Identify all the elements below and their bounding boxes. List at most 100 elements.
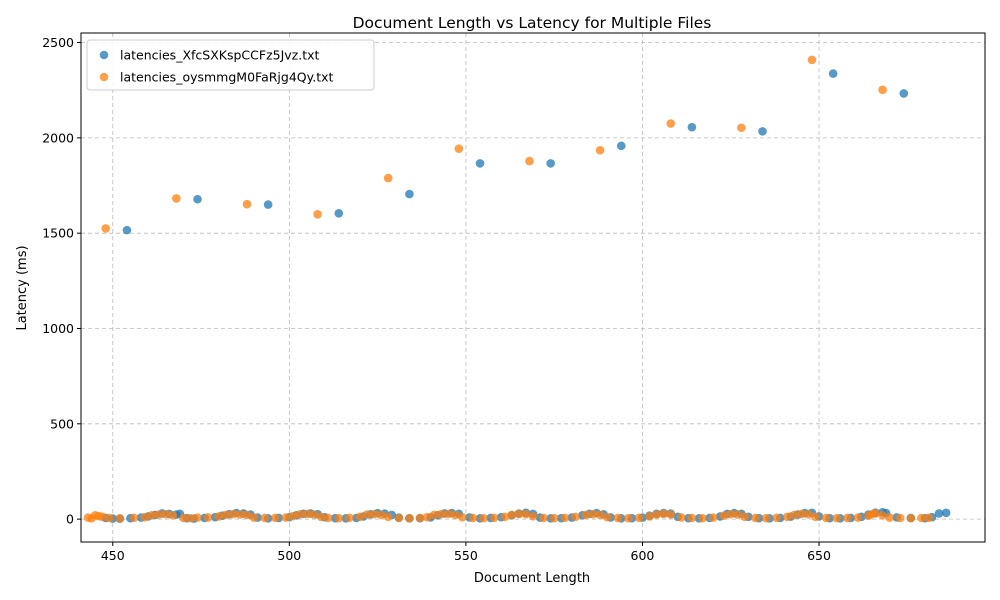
- x-tick-label: 450: [101, 548, 125, 563]
- data-point: [595, 510, 605, 520]
- data-point: [514, 509, 524, 519]
- legend: latencies_XfcSXKspCCFz5Jvz.txt latencies_…: [86, 39, 375, 91]
- data-point: [708, 513, 718, 522]
- data-point: [97, 512, 107, 522]
- y-tick-label: 2500: [42, 35, 74, 50]
- data-point: [362, 510, 372, 519]
- data-point: [323, 513, 333, 523]
- data-point: [295, 510, 305, 519]
- plot-frame: [80, 32, 986, 543]
- data-point: [369, 509, 379, 519]
- data-point: [316, 512, 326, 522]
- data-point: [172, 194, 181, 203]
- data-point: [281, 513, 291, 522]
- data-point: [147, 511, 156, 520]
- data-point: [528, 511, 538, 521]
- data-point: [221, 510, 231, 520]
- data-point: [616, 141, 626, 151]
- x-tick-label: 500: [277, 548, 301, 563]
- data-point: [677, 513, 686, 522]
- y-tick-label: 1000: [42, 321, 74, 336]
- data-point: [666, 119, 676, 128]
- y-tick-label: 1500: [42, 226, 74, 241]
- grid-layer: [81, 33, 985, 542]
- data-point: [436, 509, 446, 519]
- x-tick-label: 600: [631, 548, 655, 563]
- data-point: [500, 512, 510, 522]
- data-point: [906, 513, 916, 523]
- data-point: [698, 513, 707, 523]
- data-point: [733, 510, 743, 519]
- data-point: [549, 513, 559, 523]
- data-point: [772, 513, 781, 523]
- data-point: [666, 510, 676, 519]
- data-point: [242, 199, 252, 209]
- data-point: [652, 510, 661, 519]
- data-point: [479, 513, 488, 523]
- data-point: [885, 513, 894, 522]
- data-point: [645, 512, 654, 521]
- data-point: [761, 513, 771, 523]
- data-point: [193, 513, 202, 522]
- tick-layer: 450 500 550 600 650 0 500 1000 1500 2000 2500: [42, 35, 831, 563]
- data-point: [383, 173, 393, 183]
- legend-marker: [99, 50, 109, 60]
- data-point: [726, 509, 736, 519]
- series-2: [83, 55, 933, 523]
- data-point: [115, 514, 125, 523]
- data-point: [104, 513, 114, 523]
- data-point: [489, 513, 499, 523]
- data-point: [602, 512, 612, 522]
- data-point: [451, 510, 460, 520]
- data-point: [737, 123, 746, 133]
- data-point: [203, 513, 213, 522]
- data-point: [405, 189, 414, 199]
- x-axis-label: Document Length: [474, 571, 590, 586]
- data-point: [122, 225, 132, 235]
- data-point: [334, 513, 344, 523]
- data-point: [228, 509, 238, 519]
- data-point: [613, 513, 623, 523]
- x-tick-label: 550: [454, 548, 478, 563]
- y-axis-label: Latency (ms): [15, 245, 30, 330]
- legend-label: latencies_oysmmgM0FaRjg4Qy.txt: [120, 70, 334, 85]
- data-point: [429, 510, 439, 520]
- data-point: [634, 513, 644, 523]
- data-point: [179, 513, 188, 523]
- data-point: [539, 513, 548, 523]
- y-tick-label: 2000: [42, 130, 74, 145]
- data-point: [270, 513, 280, 523]
- data-point: [422, 512, 432, 522]
- data-point: [242, 510, 252, 520]
- data-point: [899, 89, 909, 98]
- data-point: [878, 85, 887, 95]
- data-point: [560, 513, 570, 523]
- data-point: [828, 69, 838, 78]
- data-point: [871, 509, 880, 518]
- data-point: [595, 145, 605, 155]
- data-point: [719, 511, 728, 520]
- data-point: [588, 509, 598, 519]
- data-point: [101, 224, 111, 233]
- legend-label: latencies_XfcSXKspCCFz5Jvz.txt: [120, 48, 320, 63]
- data-point: [263, 200, 273, 209]
- data-point: [415, 513, 425, 523]
- data-point: [168, 511, 178, 520]
- data-point: [383, 512, 393, 522]
- data-point: [249, 513, 259, 522]
- data-point: [355, 512, 365, 522]
- data-point: [161, 509, 171, 519]
- data-point: [740, 512, 750, 522]
- data-point: [154, 510, 163, 519]
- data-point: [797, 509, 806, 519]
- data-point: [624, 513, 633, 523]
- data-point: [782, 512, 792, 522]
- legend-marker: [99, 72, 109, 82]
- data-point: [376, 510, 386, 520]
- data-point: [804, 510, 813, 519]
- data-point: [758, 127, 767, 136]
- data-point: [468, 513, 478, 523]
- data-point: [302, 509, 312, 519]
- data-point: [895, 513, 905, 523]
